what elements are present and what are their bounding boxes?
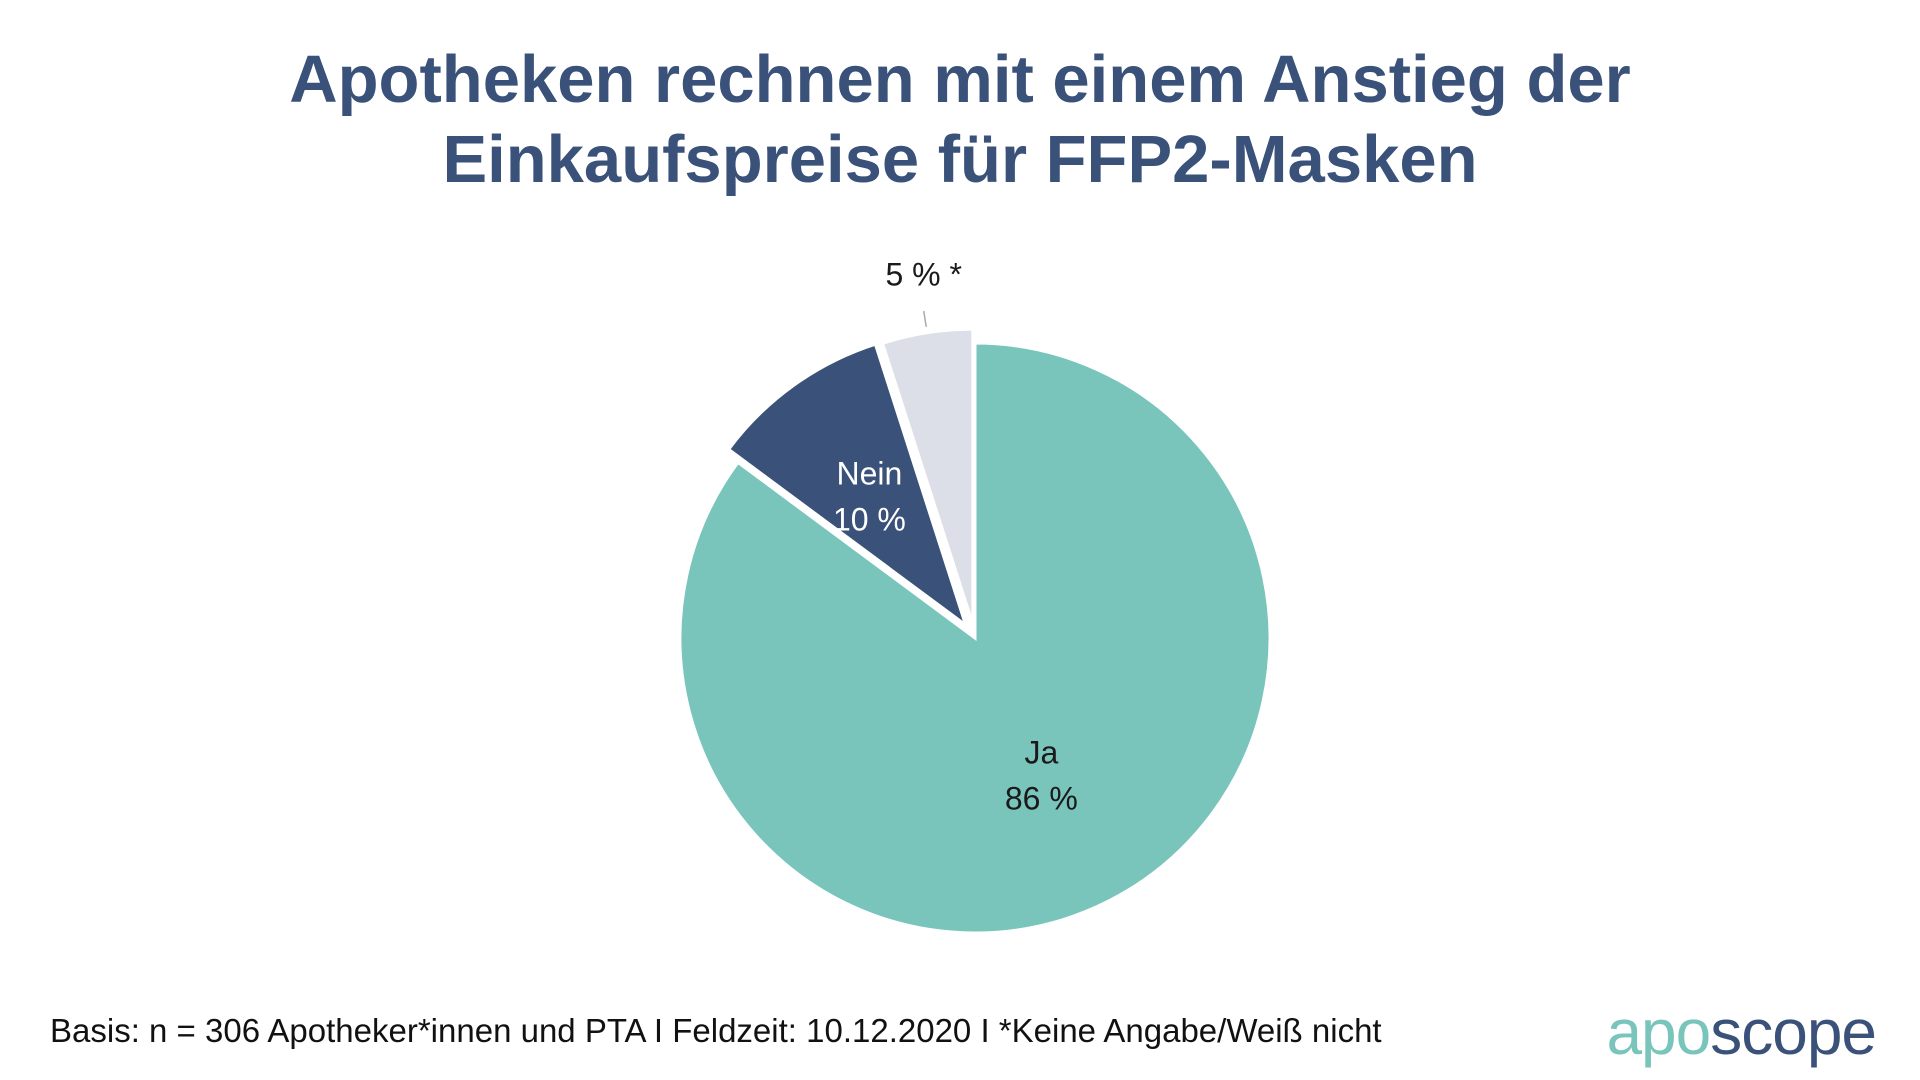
slice-value-label-ja: 86 % (1005, 781, 1078, 817)
pie-slice-keine-angabe-wei-nicht (880, 327, 975, 625)
chart-title-line-1: Apotheken rechnen mit einem Anstieg der (289, 42, 1631, 117)
slice-name-label-ja: Ja (1024, 735, 1058, 771)
slice-name-label-nein: Nein (837, 456, 903, 492)
pie-slice-nein (726, 342, 969, 629)
logo-scope: scope (1710, 996, 1877, 1068)
pie-slice-ja (678, 341, 1272, 935)
footnote: Basis: n = 306 Apotheker*innen und PTA I… (50, 1012, 1382, 1049)
logo-apo: apo (1606, 996, 1711, 1068)
slice-value-label-keine-angabe-wei-nicht: 5 % * (885, 256, 961, 292)
leader-line-keine-angabe-wei-nicht (922, 310, 927, 327)
slice-value-label-nein: 10 % (833, 502, 906, 538)
chart-title-line-2: Einkaufspreise für FFP2-Masken (442, 122, 1478, 197)
chart-title: Apotheken rechnen mit einem Anstieg der … (0, 40, 1920, 200)
aposcope-logo: aposcope (1606, 995, 1877, 1069)
